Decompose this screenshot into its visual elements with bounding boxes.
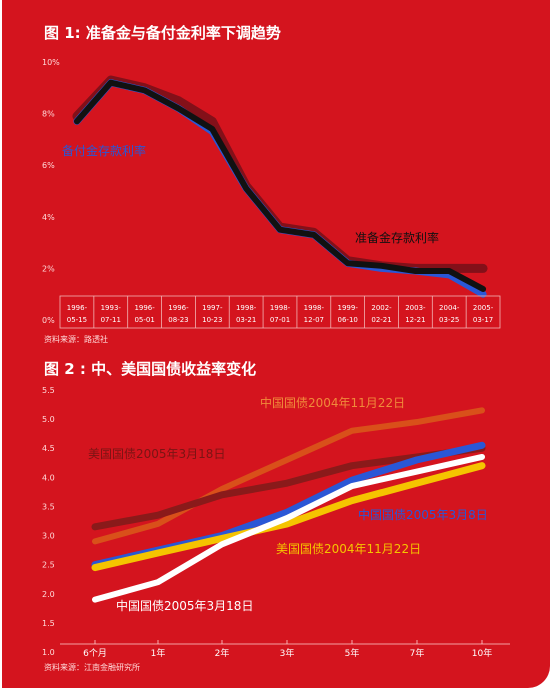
chart1-category-label: 1996- xyxy=(168,304,189,312)
chart2-y-tick-label: 2.5 xyxy=(42,561,55,570)
chart1-category-frame xyxy=(59,295,501,329)
chart1-category-label: 2003- xyxy=(405,304,426,312)
chart1-source: 资料来源：路透社 xyxy=(44,335,108,344)
chart1-category-label: 05-01 xyxy=(134,316,154,324)
chart1-y-tick-label: 0% xyxy=(42,316,55,325)
chart1-category-label: 12-07 xyxy=(304,316,324,324)
chart2-y-tick-label: 5.5 xyxy=(42,386,55,395)
chart2-series-label: 中国国债2005年3月8日 xyxy=(358,507,488,522)
chart1-category-label: 05-15 xyxy=(67,316,87,324)
chart1-title: 图 1: 准备金与备付金利率下调趋势 xyxy=(44,24,281,42)
chart2-x-tick-label: 5年 xyxy=(345,647,360,659)
chart1-category-label: 2004- xyxy=(439,304,460,312)
chart1-category-label: 08-23 xyxy=(168,316,188,324)
chart2-series-line xyxy=(92,407,485,545)
chart1-category-label: 03-25 xyxy=(439,316,459,324)
chart2-x-tick-label: 3年 xyxy=(280,647,295,659)
chart2-y-tick-label: 2.0 xyxy=(42,590,55,599)
chart1-category-label: 02-21 xyxy=(371,316,391,324)
chart1-category-label: 1998- xyxy=(304,304,325,312)
chart1-category-label: 1998- xyxy=(270,304,291,312)
chart2-source: 资料来源：江南金融研究所 xyxy=(44,663,140,672)
chart1-y-tick-label: 2% xyxy=(42,264,55,273)
chart1-category-label: 1996- xyxy=(67,304,88,312)
chart1-category-label: 03-17 xyxy=(473,316,493,324)
chart2-x-tick-label: 6个月 xyxy=(83,648,107,659)
chart2-series-label: 中国国债2004年11月22日 xyxy=(260,395,405,410)
chart2-x-tick-label: 10年 xyxy=(472,647,492,659)
chart1-y-tick-label: 4% xyxy=(42,213,55,222)
chart1-category-label: 1993- xyxy=(101,304,122,312)
chart2-x-tick-label: 1年 xyxy=(151,647,166,659)
chart2-x-tick-label: 7年 xyxy=(410,647,425,659)
chart1-category-label: 10-23 xyxy=(202,316,222,324)
chart2-series-line xyxy=(92,453,485,603)
chart2-y-tick-label: 1.0 xyxy=(42,648,55,657)
chart1-category-label: 2002- xyxy=(371,304,392,312)
chart2-y-tick-label: 3.0 xyxy=(42,532,55,541)
chart1-category-label: 1997- xyxy=(202,304,223,312)
chart1-category-label: 03-21 xyxy=(236,316,256,324)
chart1-category-label: 1996- xyxy=(134,304,155,312)
chart2-series-label: 美国国债2004年11月22日 xyxy=(276,542,421,556)
chart1-category-label: 12-21 xyxy=(405,316,425,324)
chart2-y-tick-label: 4.0 xyxy=(42,473,55,482)
chart1-series-label: 准备金存款利率 xyxy=(355,230,439,245)
chart2-series-label: 美国国债2005年3月18日 xyxy=(88,447,225,461)
chart2-y-tick-label: 3.5 xyxy=(42,502,55,511)
chart1-series-label: 备付金存款利率 xyxy=(62,143,146,158)
chart1-y-tick-label: 8% xyxy=(42,110,55,119)
chart2-x-tick-label: 2年 xyxy=(215,647,230,659)
chart1-category-label: 1999- xyxy=(338,304,359,312)
chart2-y-tick-label: 5.0 xyxy=(42,415,55,424)
chart1-series-line xyxy=(73,79,487,293)
chart1-y-tick-label: 10% xyxy=(42,58,60,67)
chart1-category-label: 2005- xyxy=(473,304,494,312)
chart1-category-label: 07-01 xyxy=(270,316,290,324)
chart1-y-tick-label: 6% xyxy=(42,161,55,170)
chart1-category-label: 07-11 xyxy=(101,316,121,324)
chart1-category-label: 06-10 xyxy=(338,316,358,324)
chart2-series-line xyxy=(91,462,486,572)
chart2-y-tick-label: 1.5 xyxy=(42,619,55,628)
chart2-y-tick-label: 4.5 xyxy=(42,444,55,453)
chart2-title: 图 2 : 中、美国国债收益率变化 xyxy=(44,360,257,378)
chart2-series-label: 中国国债2005年3月18日 xyxy=(116,598,253,613)
chart1-category-label: 1998- xyxy=(236,304,257,312)
